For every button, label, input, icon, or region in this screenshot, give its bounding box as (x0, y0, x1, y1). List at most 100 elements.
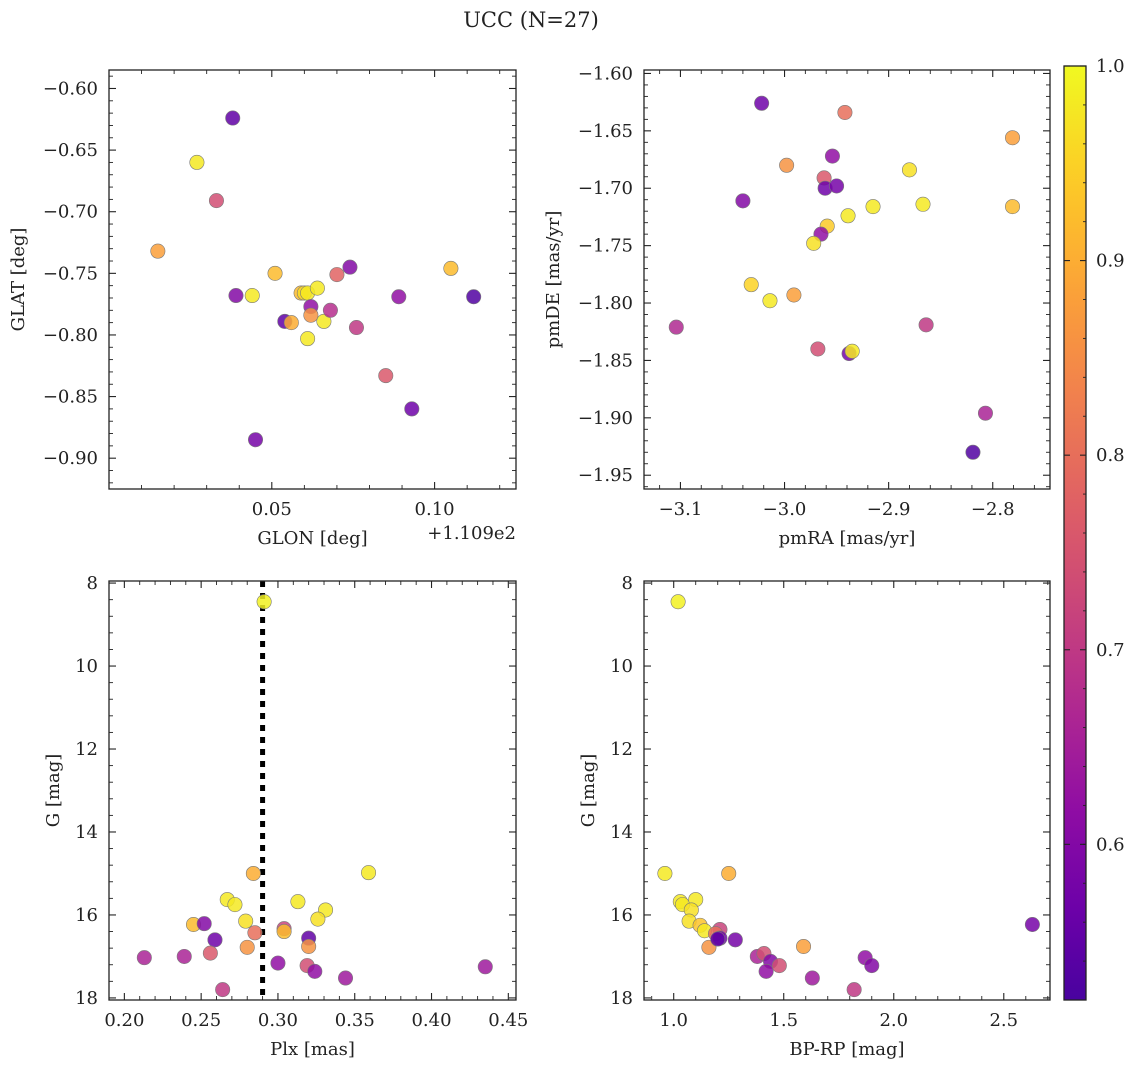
data-point (657, 865, 673, 881)
data-point (300, 331, 316, 347)
data-point (245, 865, 261, 881)
colorbar-tick-label: 0.7 (1096, 640, 1125, 661)
y-tick-label: 12 (75, 739, 98, 760)
points (657, 594, 1040, 998)
data-point (721, 865, 737, 881)
data-point (840, 208, 856, 224)
data-point (215, 982, 231, 998)
data-point (466, 289, 482, 305)
panels: 0.05 0.10 −0.90 −0.85 −0.80 −0.75 −0.70 −0.65 −0… (8, 63, 1051, 1060)
x-axis-label: Plx [mas] (270, 1039, 355, 1060)
y-tick-label: 16 (610, 905, 633, 926)
data-point (837, 104, 853, 120)
x-tick-label: 0.05 (252, 499, 292, 520)
data-point (276, 924, 292, 940)
data-point (348, 320, 364, 336)
data-point (136, 950, 152, 966)
data-point (804, 970, 820, 986)
x-tick-label: 0.45 (488, 1010, 528, 1031)
data-point (239, 939, 255, 955)
data-point (443, 260, 459, 276)
y-tick-label: 8 (87, 573, 98, 594)
y-tick-label: −1.80 (578, 293, 633, 314)
data-point (256, 594, 272, 610)
colorbar-tick-label: 0.6 (1096, 834, 1125, 855)
data-point (806, 235, 822, 251)
data-point (207, 932, 223, 948)
data-point (189, 154, 205, 170)
data-point (824, 148, 840, 164)
y-tick-label: −1.95 (578, 465, 633, 486)
data-point (228, 288, 244, 304)
x-tick-label: 1.5 (769, 1010, 798, 1031)
data-point (361, 865, 377, 881)
data-point (668, 319, 684, 335)
data-point (762, 293, 778, 309)
data-point (754, 95, 770, 111)
data-point (208, 193, 224, 209)
y-tick-label: −0.85 (43, 387, 98, 408)
data-point (735, 193, 751, 209)
panel-sky: 0.05 0.10 −0.90 −0.85 −0.80 −0.75 −0.70 −0.65 −0… (8, 69, 517, 549)
data-point (710, 931, 726, 947)
data-point (322, 302, 338, 318)
x-tick-label: 0.35 (335, 1010, 375, 1031)
y-tick-label: 8 (622, 573, 633, 594)
y-tick-label: −1.85 (578, 350, 633, 371)
data-point (915, 196, 931, 212)
y-axis-label: G [mag] (578, 754, 599, 827)
data-point (477, 959, 493, 975)
y-tick-label: −1.75 (578, 236, 633, 257)
data-point (378, 368, 394, 384)
y-tick-label: −0.60 (43, 78, 98, 99)
data-point (796, 938, 812, 954)
data-point (307, 963, 323, 979)
data-point (965, 444, 981, 460)
points (136, 594, 493, 998)
y-tick-label: −0.65 (43, 140, 98, 161)
y-tick-label: 16 (75, 905, 98, 926)
data-point (404, 401, 420, 417)
data-point (1024, 916, 1040, 932)
data-point (270, 955, 286, 971)
y-tick-label: 18 (75, 988, 98, 1009)
x-tick-label: 0.30 (258, 1010, 298, 1031)
data-point (779, 157, 795, 173)
panel-plx-mag: 0.20 0.25 0.30 0.35 0.40 0.45 8 10 12 14 16 18 Plx [… (43, 573, 528, 1060)
data-point (267, 265, 283, 281)
y-tick-label: 10 (75, 656, 98, 677)
y-tick-label: −1.90 (578, 408, 633, 429)
colorbar-tick-label: 1.0 (1096, 56, 1125, 77)
x-tick-label: 2.5 (989, 1010, 1018, 1031)
data-point (176, 948, 192, 964)
data-point (918, 317, 934, 333)
data-point (227, 897, 243, 913)
data-point (786, 287, 802, 303)
x-tick-label: −3.0 (763, 499, 807, 520)
y-tick-label: 14 (610, 822, 633, 843)
panel-proper-motion: −3.1 −3.0 −2.9 −2.8 −1.95 −1.90 −1.85 −1.80 −1.7… (543, 63, 1051, 549)
x-axis-label: BP-RP [mag] (789, 1039, 904, 1060)
data-point (829, 178, 845, 194)
data-point (150, 243, 166, 259)
data-point (977, 405, 993, 421)
x-tick-label: 0.10 (415, 499, 455, 520)
axes-frame (108, 69, 517, 490)
colorbar-tick-label: 0.9 (1096, 251, 1125, 272)
x-tick-label: −3.1 (659, 499, 703, 520)
data-point (202, 945, 218, 961)
data-point (844, 343, 860, 359)
x-axis-label: pmRA [mas/yr] (779, 528, 916, 549)
colorbar-tick-label: 0.8 (1096, 445, 1125, 466)
points (150, 110, 482, 448)
y-axis-label: G [mag] (43, 754, 64, 827)
data-point (309, 280, 325, 296)
y-tick-label: 12 (610, 739, 633, 760)
y-tick-label: 14 (75, 822, 98, 843)
y-tick-label: −0.90 (43, 448, 98, 469)
axes-frame (108, 580, 517, 1001)
data-point (743, 277, 759, 293)
data-point (329, 267, 345, 283)
figure-title: UCC (N=27) (463, 8, 599, 32)
